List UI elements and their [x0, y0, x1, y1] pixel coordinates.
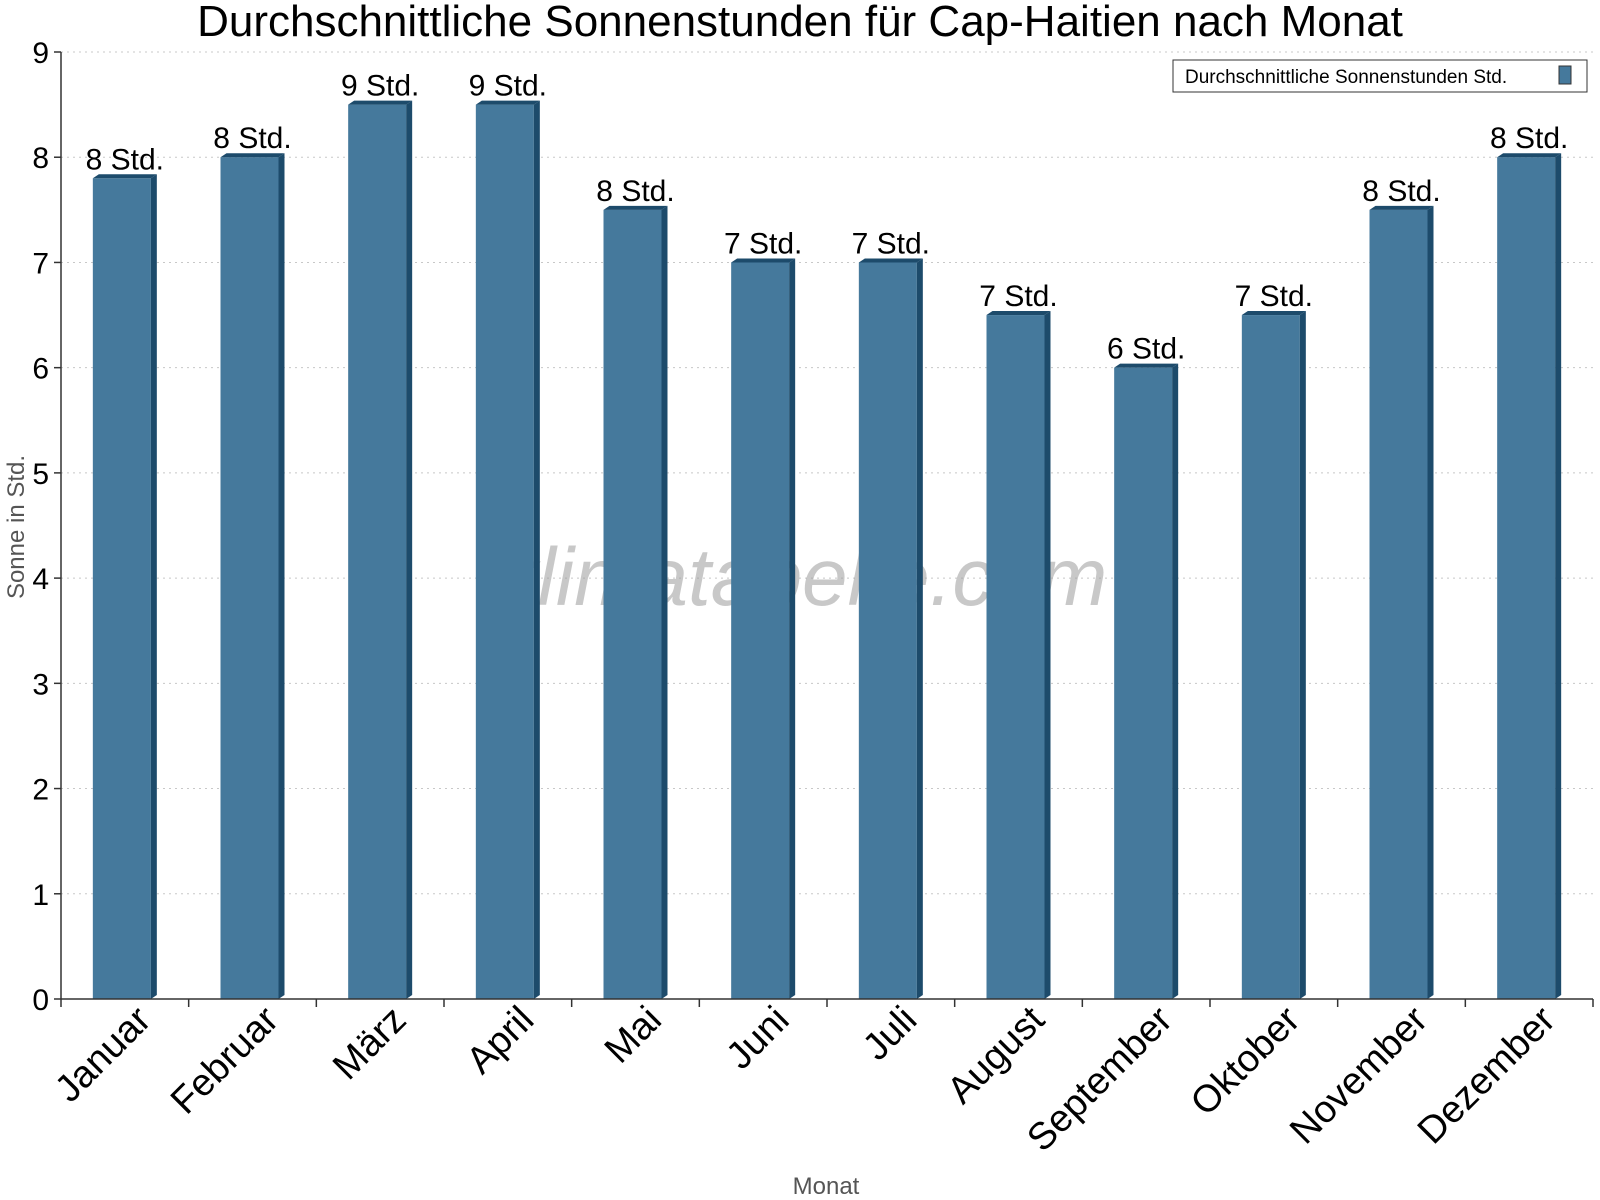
- y-tick-label: 9: [32, 37, 49, 70]
- legend: Durchschnittliche Sonnenstunden Std.: [1172, 59, 1588, 93]
- data-label: 7 Std.: [852, 227, 930, 260]
- bar-mai: [603, 205, 668, 1000]
- bar-side: [916, 258, 923, 999]
- x-axis-title: Monat: [793, 1173, 860, 1200]
- y-tick-label: 4: [32, 563, 49, 596]
- x-tick-label: Juli: [855, 999, 925, 1069]
- y-tick-label: 5: [32, 458, 49, 491]
- bar-top: [1114, 363, 1179, 368]
- bar-side: [278, 153, 285, 999]
- bar-front: [858, 262, 917, 999]
- y-tick-label: 1: [32, 879, 49, 912]
- legend-swatch: [1558, 65, 1572, 85]
- bar-top: [92, 174, 157, 179]
- bar-front: [603, 209, 662, 1000]
- y-tick-label: 0: [32, 984, 49, 1017]
- bar-side: [661, 205, 668, 1000]
- x-tick-label: Juni: [719, 999, 798, 1078]
- bar-februar: [220, 153, 285, 999]
- bar-juni: [731, 258, 796, 999]
- bar-side: [150, 174, 157, 999]
- bar-top: [731, 258, 796, 263]
- data-label: 7 Std.: [1235, 280, 1313, 313]
- y-axis-ticks: 0 1 2 3 4 5 6 7 8 9: [32, 37, 61, 1017]
- bar-side: [406, 100, 413, 1000]
- x-axis-ticks: Januar Februar März April Mai Juni Juli AugustS…: [47, 998, 1594, 1160]
- bar-front: [1369, 209, 1428, 1000]
- bar-front: [1114, 367, 1173, 1000]
- bar-top: [986, 311, 1051, 316]
- legend-box: [1172, 59, 1588, 93]
- y-tick-label: 8: [32, 142, 49, 175]
- bar-front: [1241, 315, 1300, 999]
- y-tick-label: 7: [32, 247, 49, 280]
- y-tick-label: 2: [32, 774, 49, 807]
- x-tick-label: Dezember: [1410, 998, 1564, 1152]
- bar-april: [475, 100, 540, 1000]
- legend-label: Durchschnittliche Sonnenstunden Std.: [1185, 67, 1507, 88]
- bar-top: [1369, 205, 1434, 210]
- x-tick-label: Mai: [597, 999, 670, 1072]
- data-label: 8 Std.: [1490, 122, 1568, 155]
- bar-front: [1497, 157, 1556, 999]
- data-label: 7 Std.: [724, 227, 802, 260]
- bar-front: [731, 262, 790, 999]
- bar-dezember: [1497, 153, 1562, 999]
- data-label: 8 Std.: [1362, 175, 1440, 208]
- bar-front: [220, 157, 279, 999]
- bars: [92, 100, 1562, 1000]
- bar-front: [986, 315, 1045, 999]
- data-label: 9 Std.: [469, 70, 547, 103]
- bar-top: [475, 100, 540, 105]
- bar-front: [475, 104, 534, 1000]
- x-tick-label: März: [325, 999, 414, 1088]
- x-tick-label: Februar: [163, 998, 287, 1122]
- bar-oktober: [1241, 311, 1306, 999]
- bar-top: [1497, 153, 1562, 158]
- data-label: 7 Std.: [979, 280, 1057, 313]
- data-label: 8 Std.: [596, 175, 674, 208]
- bar-top: [603, 205, 668, 210]
- x-tick-label: Januar: [47, 998, 159, 1110]
- bar-side: [1172, 363, 1179, 1000]
- y-tick-label: 6: [32, 353, 49, 386]
- chart-title: Durchschnittliche Sonnenstunden für Cap-…: [197, 0, 1403, 46]
- bar-november: [1369, 205, 1434, 1000]
- bar-top: [858, 258, 923, 263]
- bar-side: [1044, 311, 1051, 999]
- x-tick-label: April: [459, 999, 542, 1082]
- bar-side: [1299, 311, 1306, 999]
- bar-side: [533, 100, 540, 1000]
- bar-side: [1555, 153, 1562, 999]
- bar-side: [789, 258, 796, 999]
- data-label: 8 Std.: [86, 143, 164, 176]
- x-tick-label: August: [940, 998, 1054, 1112]
- data-label: 6 Std.: [1107, 333, 1185, 366]
- bar-august: [986, 311, 1051, 999]
- data-label: 9 Std.: [341, 70, 419, 103]
- bar-januar: [92, 174, 157, 999]
- y-axis-title: Sonne in Std.: [3, 455, 30, 599]
- bar-side: [1427, 205, 1434, 1000]
- bar-märz: [348, 100, 413, 1000]
- bar-front: [92, 178, 151, 999]
- bar-front: [348, 104, 407, 1000]
- bar-top: [348, 100, 413, 105]
- data-labels: 8 Std. 8 Std. 9 Std. 9 Std. 8 Std. 7 Std. 7 St…: [86, 70, 1569, 366]
- x-tick-label: Oktober: [1183, 998, 1309, 1124]
- bar-juli: [858, 258, 923, 999]
- bar-top: [1241, 311, 1306, 316]
- data-label: 8 Std.: [213, 122, 291, 155]
- y-tick-label: 3: [32, 668, 49, 701]
- bar-top: [220, 153, 285, 158]
- bar-september: [1114, 363, 1179, 1000]
- x-tick-label: November: [1282, 998, 1436, 1152]
